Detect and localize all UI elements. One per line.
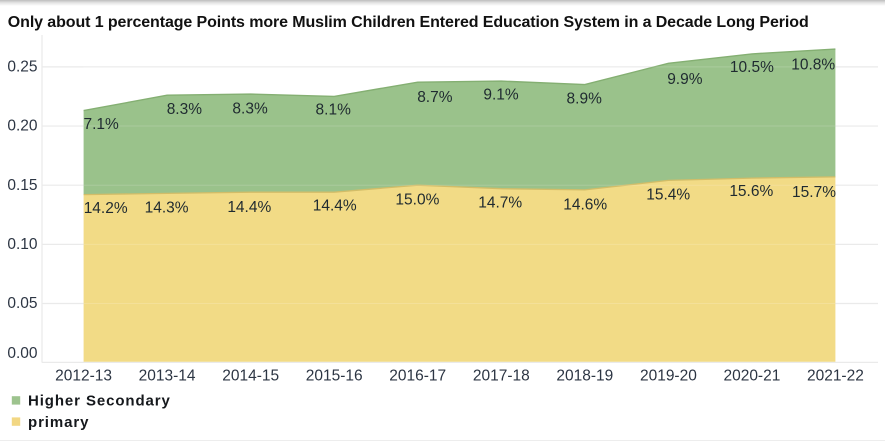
svg-text:14.2%: 14.2%: [84, 200, 128, 217]
svg-text:10.5%: 10.5%: [730, 59, 774, 76]
svg-text:10.8%: 10.8%: [791, 56, 835, 73]
svg-text:8.1%: 8.1%: [316, 102, 352, 119]
svg-text:0.25: 0.25: [7, 59, 37, 76]
svg-text:8.3%: 8.3%: [167, 101, 203, 118]
svg-text:15.4%: 15.4%: [646, 187, 690, 204]
svg-text:8.3%: 8.3%: [232, 100, 268, 117]
svg-text:15.0%: 15.0%: [395, 191, 439, 208]
svg-text:0.00: 0.00: [7, 345, 38, 362]
svg-text:2018-19: 2018-19: [556, 368, 613, 385]
svg-text:15.6%: 15.6%: [729, 183, 773, 200]
svg-text:8.9%: 8.9%: [567, 91, 603, 108]
svg-text:0.05: 0.05: [7, 295, 37, 312]
svg-text:2020-21: 2020-21: [723, 368, 780, 385]
svg-text:14.6%: 14.6%: [563, 197, 607, 214]
svg-text:2019-20: 2019-20: [640, 368, 697, 385]
svg-text:9.9%: 9.9%: [667, 71, 703, 88]
svg-text:2015-16: 2015-16: [306, 368, 363, 385]
svg-text:2014-15: 2014-15: [222, 368, 279, 385]
svg-text:9.1%: 9.1%: [483, 87, 519, 104]
svg-text:0.10: 0.10: [7, 236, 38, 253]
svg-text:2013-14: 2013-14: [139, 368, 196, 385]
svg-text:Higher Secondary: Higher Secondary: [28, 392, 171, 409]
svg-text:14.7%: 14.7%: [478, 194, 522, 211]
svg-text:7.1%: 7.1%: [84, 116, 120, 133]
svg-text:14.4%: 14.4%: [313, 198, 357, 215]
svg-text:2016-17: 2016-17: [389, 368, 446, 385]
svg-text:2012-13: 2012-13: [55, 368, 112, 385]
svg-text:primary: primary: [28, 414, 89, 431]
svg-text:Only about 1 percentage Points: Only about 1 percentage Points more Musl…: [8, 14, 809, 31]
svg-text:2017-18: 2017-18: [473, 368, 530, 385]
svg-text:2021-22: 2021-22: [807, 368, 864, 385]
svg-text:14.4%: 14.4%: [227, 199, 271, 216]
svg-text:15.7%: 15.7%: [792, 184, 836, 201]
svg-text:0.15: 0.15: [7, 177, 37, 194]
svg-text:8.7%: 8.7%: [417, 89, 453, 106]
svg-text:0.20: 0.20: [7, 118, 38, 135]
svg-text:14.3%: 14.3%: [145, 199, 189, 216]
